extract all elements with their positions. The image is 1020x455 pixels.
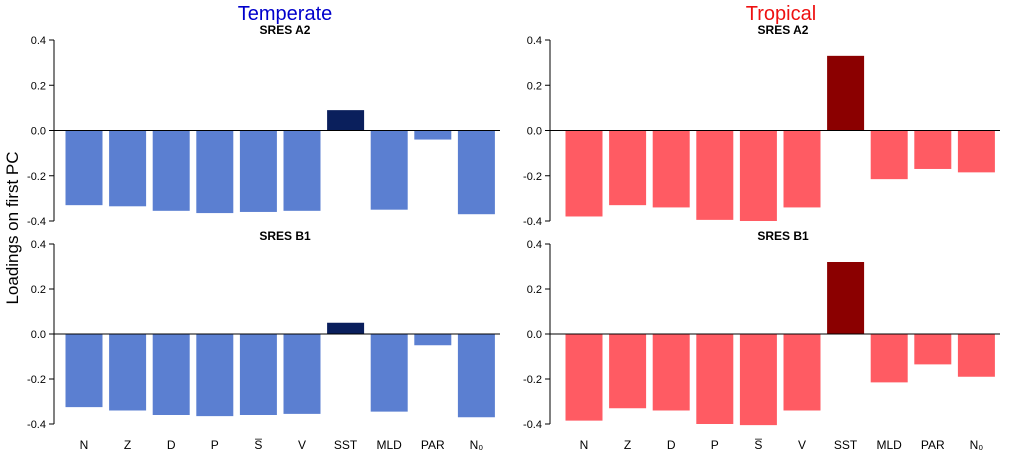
category-label-d: D [667,438,676,452]
bar-z [109,334,147,411]
panel-title: SRES A2 [758,23,809,37]
y-tick-label: 0.0 [527,329,542,341]
bar-z [609,130,647,206]
category-label-n0: N₀ [470,438,484,452]
category-label-n0: N₀ [970,438,984,452]
bar-par [914,334,952,365]
y-tick-label: -0.4 [27,419,46,431]
category-label-par: PAR [921,438,945,452]
y-tick-label: -0.4 [523,216,542,228]
bar-d [152,130,190,211]
bar-p [196,130,234,214]
bar-sst [327,110,365,131]
bar-mld [370,334,408,412]
bar-par [914,130,952,169]
y-tick-label: -0.4 [523,419,542,431]
bar-s [739,130,777,221]
bar-n [65,334,103,408]
bar-n0 [957,334,995,377]
y-tick-label: 0.2 [527,284,542,296]
bar-z [109,130,147,207]
category-label-s: S̅ [754,438,762,452]
bar-n0 [457,130,495,215]
bar-n0 [957,130,995,173]
panel-title: SRES A2 [260,23,311,37]
bar-n [565,130,603,217]
bar-d [652,130,690,208]
bar-par [414,130,452,140]
category-labels-tropical: N Z D P S̅ V SST MLD PAR N₀ [580,438,984,452]
bar-z [609,334,647,409]
bar-d [152,334,190,415]
bar-v [283,130,321,211]
bar-n [65,130,103,206]
y-tick-label: 0.2 [31,284,46,296]
panel-title: SRES B1 [757,229,809,243]
y-tick-label: -0.4 [27,216,46,228]
bar-sst [827,262,865,334]
category-label-sst: SST [834,438,858,452]
y-tick-label: -0.2 [523,171,542,183]
bar-mld [870,334,908,383]
panel-title: SRES B1 [259,229,311,243]
y-tick-label: 0.0 [31,126,46,138]
bar-v [783,334,821,411]
column-title-temperate: Temperate [238,3,333,25]
y-tick-label: -0.2 [523,374,542,386]
category-label-par: PAR [421,438,445,452]
bar-p [696,334,734,424]
y-tick-label: 0.4 [31,35,46,47]
bar-s [739,334,777,426]
y-tick-label: 0.2 [527,80,542,92]
bar-p [196,334,234,417]
y-tick-label: 0.4 [31,239,46,251]
bar-d [652,334,690,411]
panel-temperate-a2: SRES A2 -0.4 -0.2 0.0 0.2 0.4 [27,23,500,228]
bar-mld [870,130,908,180]
bar-v [283,334,321,414]
bar-sst [327,322,365,334]
bar-p [696,130,734,220]
category-label-d: D [167,438,176,452]
category-label-p: P [711,438,719,452]
category-labels-temperate: N Z D P S̅ V SST MLD PAR N₀ [80,438,484,452]
bar-v [783,130,821,208]
bar-n [565,334,603,421]
category-label-n: N [580,438,589,452]
y-tick-label: 0.0 [527,126,542,138]
category-label-s: S̅ [254,438,262,452]
column-title-tropical: Tropical [746,3,816,25]
category-label-z: Z [624,438,631,452]
category-label-mld: MLD [877,438,903,452]
bar-mld [370,130,408,210]
y-tick-label: 0.2 [31,80,46,92]
bar-s [239,130,277,212]
category-label-v: V [298,438,306,452]
bar-n0 [457,334,495,418]
category-label-mld: MLD [377,438,403,452]
category-label-n: N [80,438,89,452]
y-tick-label: -0.2 [27,374,46,386]
bar-s [239,334,277,415]
y-tick-label: 0.0 [31,329,46,341]
panel-tropical-a2: SRES A2 -0.4 -0.2 0.0 0.2 0.4 [523,23,1000,228]
y-axis-label: Loadings on first PC [3,151,22,304]
category-label-p: P [211,438,219,452]
panel-tropical-b1: SRES B1 -0.4 -0.2 0.0 0.2 0.4 [523,229,1000,431]
category-label-v: V [798,438,806,452]
bar-par [414,334,452,346]
y-tick-label: 0.4 [527,239,542,251]
category-label-sst: SST [334,438,358,452]
y-tick-label: -0.2 [27,171,46,183]
bar-sst [827,55,865,131]
panel-temperate-b1: SRES B1 -0.4 -0.2 0.0 0.2 0.4 [27,229,500,431]
category-label-z: Z [124,438,131,452]
y-tick-label: 0.4 [527,35,542,47]
